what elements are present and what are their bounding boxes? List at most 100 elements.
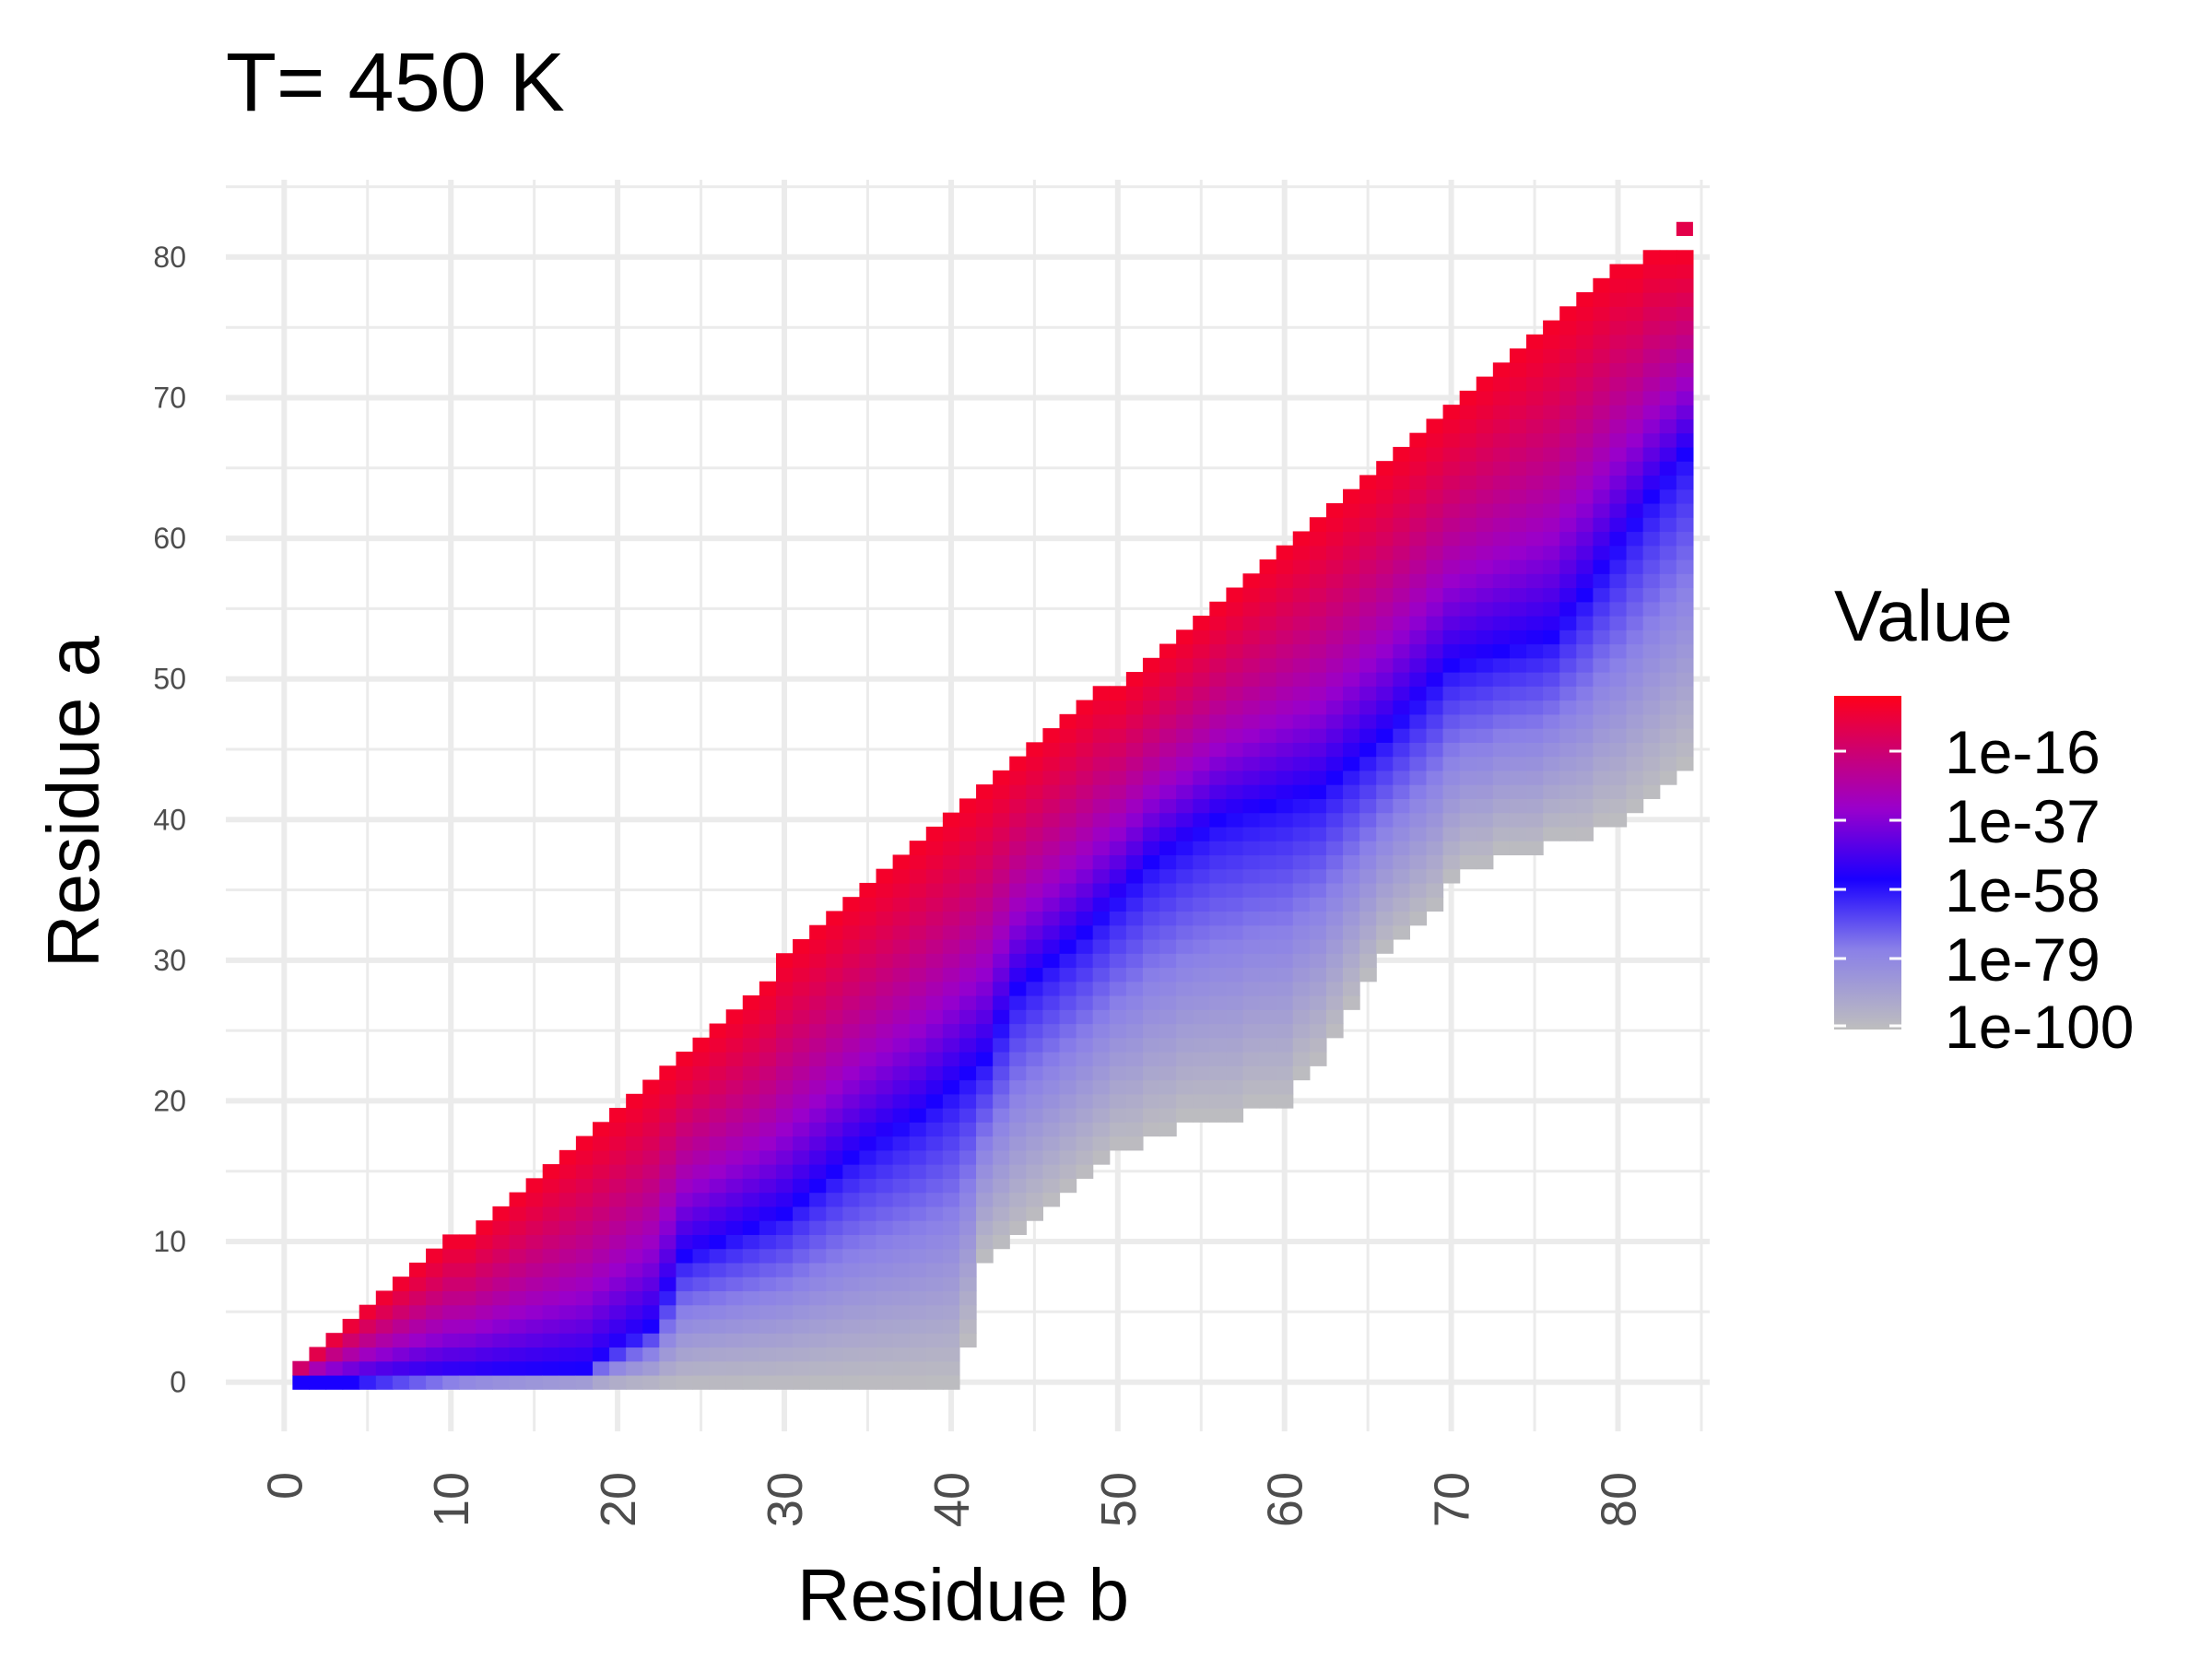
heatmap-cell <box>909 1093 927 1109</box>
heatmap-cell <box>1109 770 1127 785</box>
heatmap-cell <box>1026 1108 1044 1123</box>
heatmap-cell <box>1359 686 1377 701</box>
heatmap-cell <box>1543 418 1560 434</box>
heatmap-cell <box>859 1290 877 1306</box>
heatmap-cell <box>392 1277 410 1292</box>
heatmap-cell <box>1092 812 1111 828</box>
heatmap-cell <box>1459 502 1477 518</box>
heatmap-cell <box>1092 1023 1111 1039</box>
heatmap-cell <box>809 1023 827 1039</box>
heatmap-cell <box>909 1164 927 1179</box>
heatmap-cell <box>1309 841 1327 856</box>
heatmap-cell <box>942 1052 960 1066</box>
heatmap-cell <box>793 1206 810 1221</box>
heatmap-cell <box>959 1290 977 1306</box>
heatmap-cell <box>1376 713 1394 729</box>
heatmap-cell <box>1276 770 1294 785</box>
heatmap-cell <box>1626 390 1644 406</box>
heatmap-cell <box>1226 938 1244 954</box>
heatmap-cell <box>375 1374 394 1390</box>
heatmap-cell <box>1076 700 1094 715</box>
heatmap-cell <box>1442 502 1461 518</box>
heatmap-cell <box>1393 686 1410 701</box>
heatmap-cell <box>1292 882 1311 898</box>
heatmap-cell <box>1526 502 1544 518</box>
heatmap-cell <box>742 1374 760 1390</box>
heatmap-cell <box>1159 924 1177 940</box>
heatmap-cell <box>1593 573 1611 589</box>
heatmap-cell <box>842 1262 861 1277</box>
heatmap-cell <box>492 1206 511 1221</box>
heatmap-cell <box>1042 981 1061 996</box>
heatmap-cell <box>842 1206 861 1221</box>
heatmap-cell <box>1609 629 1628 645</box>
heatmap-cell <box>876 924 894 940</box>
heatmap-cell <box>642 1318 660 1334</box>
heatmap-cell <box>1009 1009 1027 1025</box>
heatmap-cell <box>892 897 911 912</box>
heatmap-cell <box>1259 897 1277 912</box>
heatmap-cell <box>575 1333 594 1348</box>
heatmap-cell <box>725 1023 744 1039</box>
heatmap-cell <box>1026 1149 1044 1165</box>
heatmap-cell <box>1242 924 1261 940</box>
heatmap-cell <box>1042 882 1061 898</box>
heatmap-cell <box>1609 390 1628 406</box>
heatmap-cell <box>1543 713 1560 729</box>
heatmap-cell <box>1276 826 1294 841</box>
heatmap-cell <box>1393 559 1410 574</box>
heatmap-cell <box>1142 854 1160 870</box>
heatmap-cell <box>1659 713 1677 729</box>
heatmap-cell <box>1009 994 1027 1010</box>
heatmap-cell <box>1076 1079 1094 1095</box>
heatmap-cell <box>1526 798 1544 814</box>
heatmap-cell <box>476 1234 494 1250</box>
heatmap-cell <box>859 1065 877 1081</box>
heatmap-cell <box>1242 1079 1261 1095</box>
heatmap-cell <box>909 1122 927 1137</box>
heatmap-cell <box>1359 770 1377 785</box>
heatmap-cell <box>1142 826 1160 841</box>
heatmap-cell <box>1042 1135 1061 1151</box>
heatmap-cell <box>659 1277 677 1292</box>
heatmap-cell <box>1642 559 1661 574</box>
heatmap-cells <box>292 221 1694 1390</box>
heatmap-cell <box>909 1333 927 1348</box>
heatmap-cell <box>709 1079 727 1095</box>
heatmap-cell <box>1543 446 1560 462</box>
heatmap-cell <box>1176 1037 1194 1053</box>
heatmap-cell <box>842 1009 861 1025</box>
heatmap-cell <box>1409 686 1428 701</box>
heatmap-cell <box>459 1234 477 1250</box>
heatmap-cell <box>1426 616 1444 630</box>
heatmap-cell <box>925 1277 944 1292</box>
heatmap-cell <box>676 1052 694 1066</box>
heatmap-cell <box>942 1149 960 1165</box>
legend-colorbar <box>1834 696 1901 1030</box>
heatmap-cell <box>1226 1065 1244 1081</box>
heatmap-cell <box>1193 756 1210 771</box>
heatmap-cell <box>993 770 1010 785</box>
heatmap-cell <box>759 1192 777 1207</box>
x-tick-label: 0 <box>257 1472 312 1500</box>
heatmap-cell <box>626 1360 643 1376</box>
heatmap-cell <box>1276 924 1294 940</box>
heatmap-cell <box>775 1262 794 1277</box>
heatmap-cell <box>959 1108 977 1123</box>
heatmap-cell <box>692 1178 711 1194</box>
heatmap-cell <box>1343 517 1360 533</box>
heatmap-cell <box>1343 531 1360 547</box>
heatmap-cell <box>1159 1037 1177 1053</box>
heatmap-cell <box>1076 1149 1094 1165</box>
heatmap-cell <box>1559 475 1577 490</box>
heatmap-cell <box>1276 1009 1294 1025</box>
heatmap-cell <box>1359 672 1377 687</box>
heatmap-cell <box>1393 897 1410 912</box>
heatmap-cell <box>692 1135 711 1151</box>
heatmap-cell <box>925 1360 944 1376</box>
heatmap-cell <box>292 1374 311 1390</box>
heatmap-cell <box>993 1093 1010 1109</box>
heatmap-cell <box>1109 713 1127 729</box>
heatmap-cell <box>1276 559 1294 574</box>
heatmap-cell <box>626 1304 643 1320</box>
